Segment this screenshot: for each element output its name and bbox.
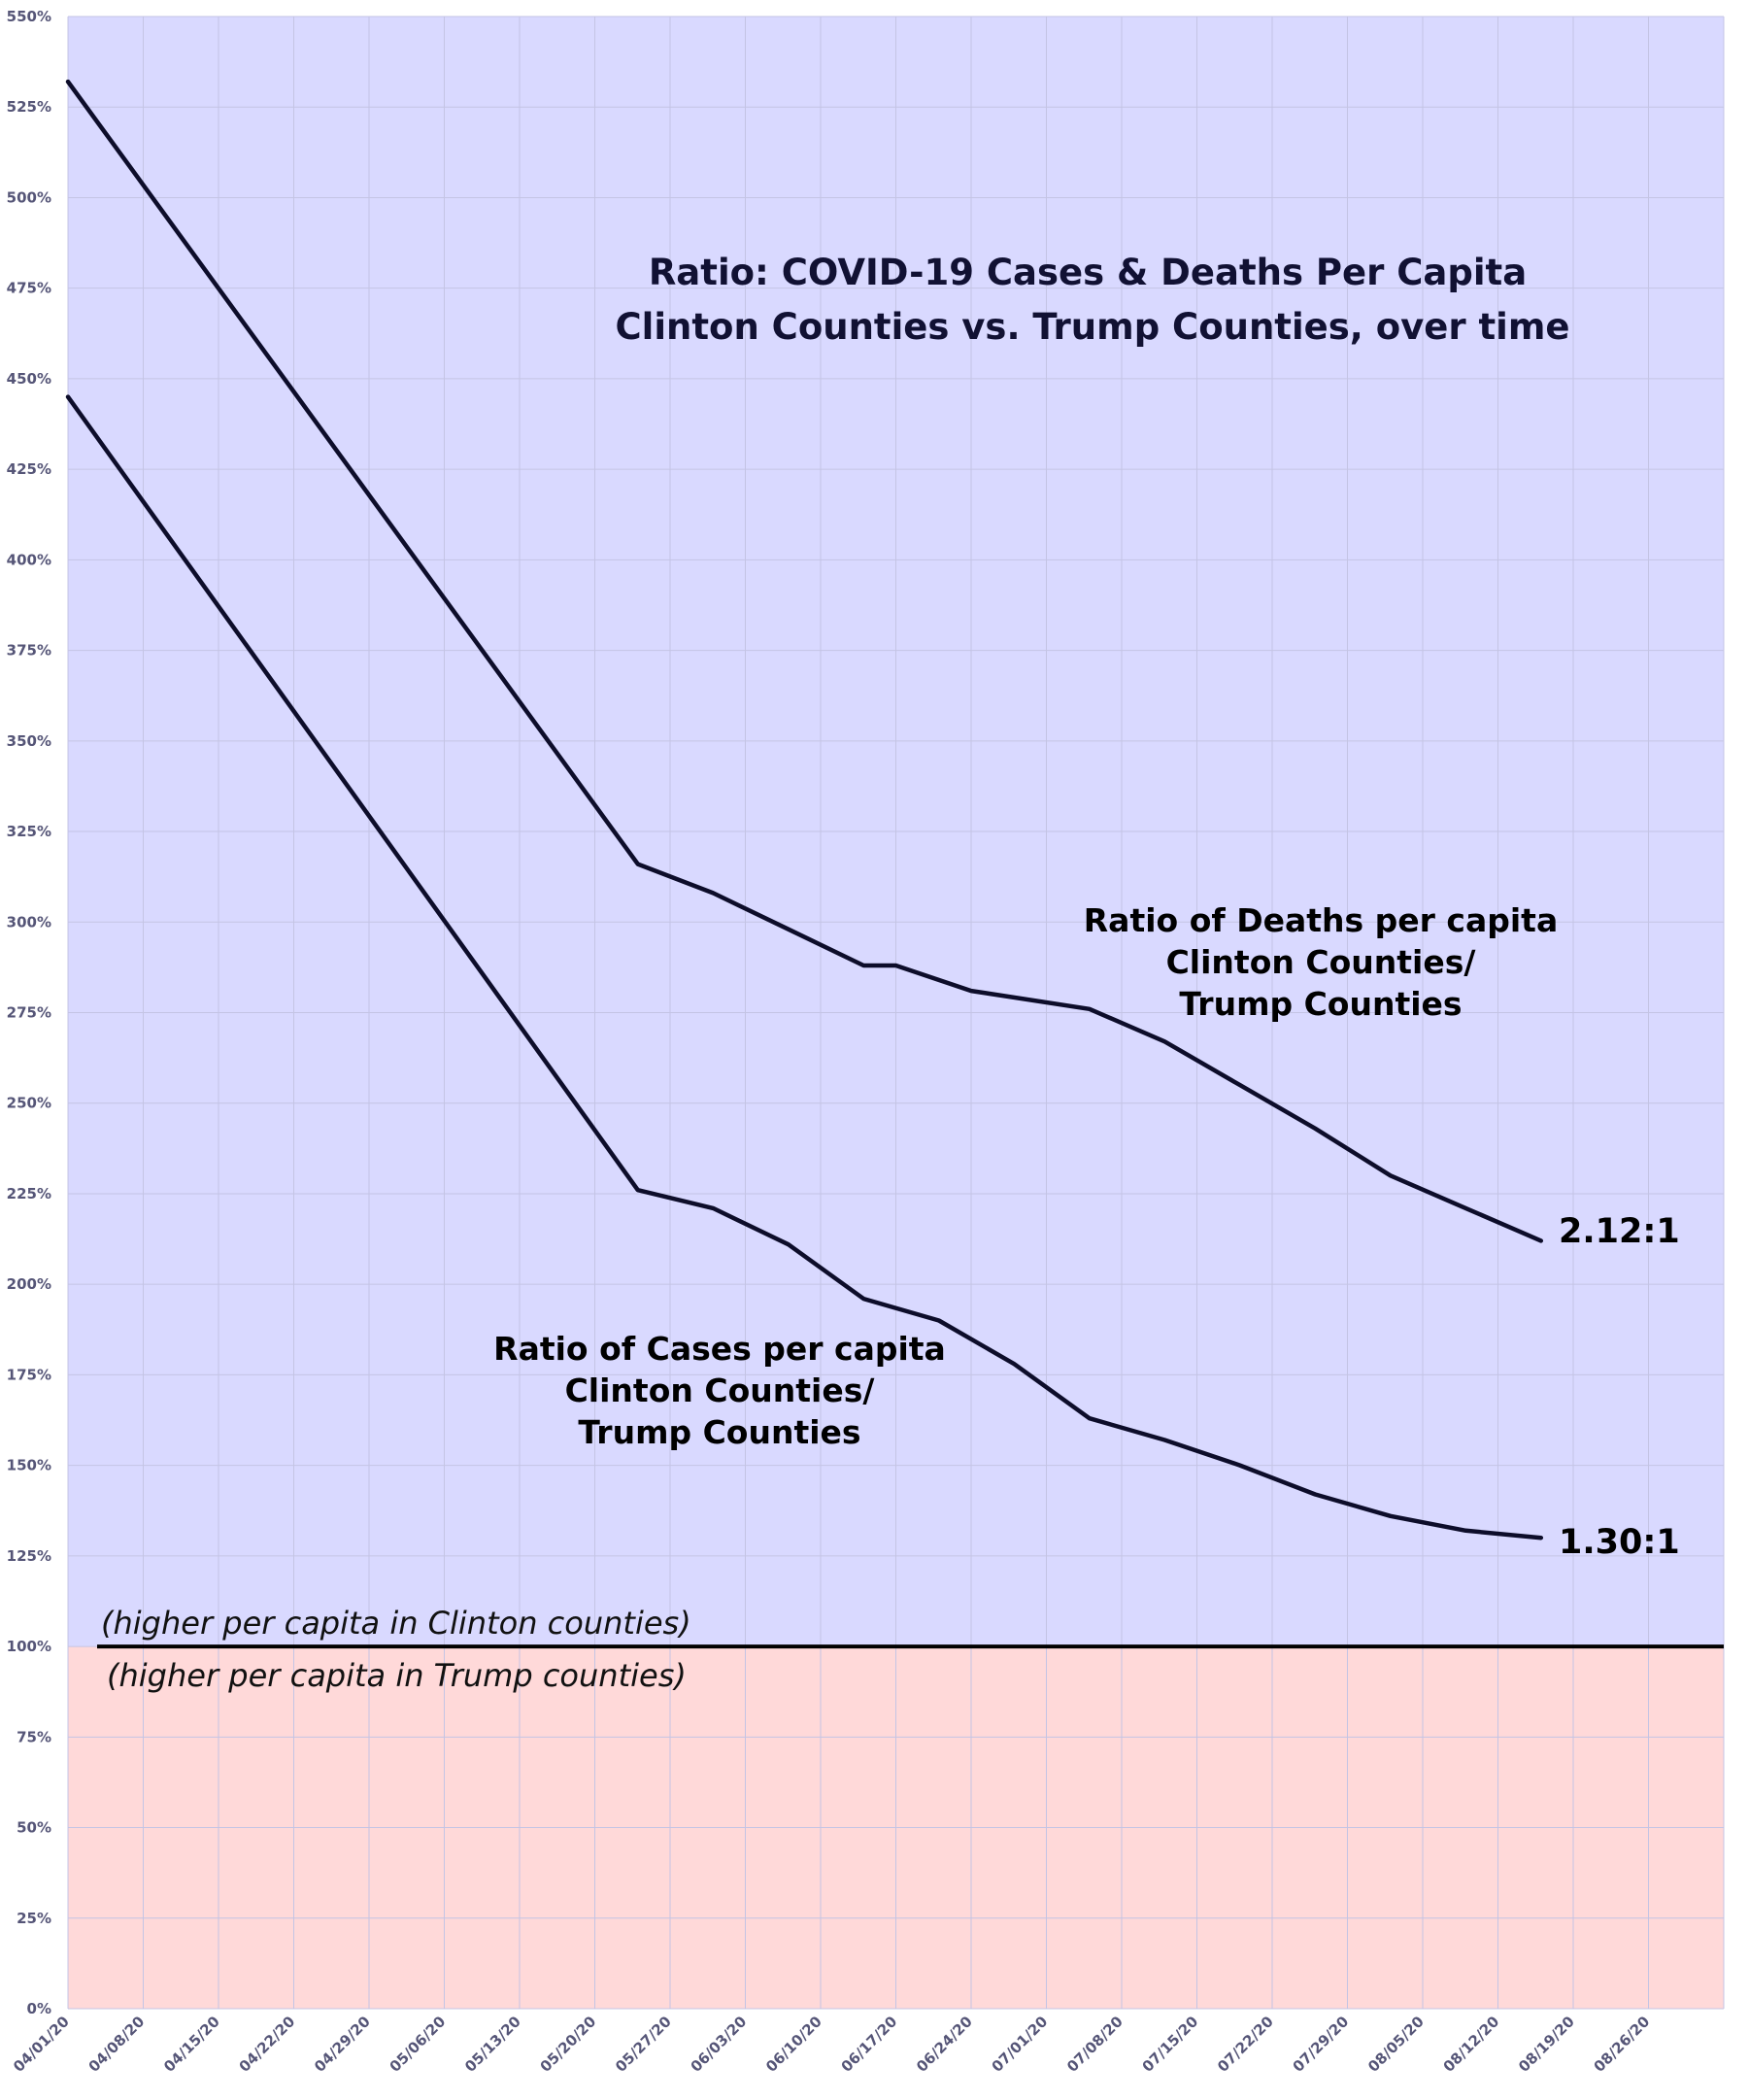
y-tick-label: 475%: [7, 280, 51, 297]
y-tick-label: 325%: [7, 823, 51, 840]
deaths-series-label-line-1: Ratio of Deaths per capita: [1084, 901, 1558, 939]
x-tick-label: 08/05/20: [1364, 2013, 1428, 2076]
deaths-end-label: 2.12:1: [1559, 1212, 1680, 1251]
y-tick-label: 225%: [7, 1185, 51, 1202]
x-tick-label: 05/20/20: [537, 2013, 600, 2076]
series-lines: [65, 79, 1544, 1541]
y-tick-label: 200%: [7, 1275, 51, 1293]
y-tick-label: 450%: [7, 370, 51, 388]
chart-title-line-1: Ratio: COVID-19 Cases & Deaths Per Capit…: [649, 252, 1527, 293]
x-tick-label: 06/17/20: [838, 2013, 901, 2076]
x-tick-label: 04/15/20: [160, 2013, 223, 2076]
y-tick-label: 125%: [7, 1547, 51, 1565]
x-tick-label: 07/15/20: [1139, 2013, 1202, 2076]
x-tick-label: 06/10/20: [762, 2013, 825, 2076]
x-tick-label: 07/22/20: [1214, 2013, 1277, 2076]
chart-title-line-2: Clinton Counties vs. Trump Counties, ove…: [615, 306, 1569, 348]
y-tick-label: 275%: [7, 1004, 51, 1022]
cases-series-label-line-3: Trump Counties: [578, 1413, 860, 1451]
x-axis-ticks: 04/01/20 04/08/20 04/15/20 04/22/20 04/29/20…: [10, 2013, 1653, 2076]
y-tick-label: 250%: [7, 1095, 51, 1112]
x-tick-label: 06/24/20: [913, 2013, 976, 2076]
x-tick-label: 08/12/20: [1440, 2013, 1503, 2076]
y-tick-label: 25%: [17, 1910, 51, 1927]
cases-series-label-line-2: Clinton Counties/: [565, 1372, 876, 1409]
x-tick-label: 08/19/20: [1515, 2013, 1578, 2076]
x-tick-label: 07/01/20: [989, 2013, 1052, 2076]
y-tick-label: 100%: [7, 1638, 51, 1655]
x-tick-label: 07/29/20: [1290, 2013, 1353, 2076]
y-tick-label: 0%: [27, 2000, 51, 2017]
y-tick-label: 375%: [7, 642, 51, 660]
y-tick-label: 425%: [7, 460, 51, 478]
grid: [67, 16, 1725, 2010]
y-tick-label: 50%: [17, 1819, 51, 1837]
y-tick-label: 175%: [7, 1366, 51, 1383]
x-tick-label: 04/08/20: [85, 2013, 149, 2076]
deaths-series-label-line-2: Clinton Counties/: [1166, 943, 1477, 981]
y-tick-label: 400%: [7, 551, 51, 568]
cases-end-label: 1.30:1: [1559, 1523, 1680, 1562]
cases-ratio-line: [65, 394, 1544, 1541]
x-tick-label: 08/26/20: [1591, 2013, 1654, 2076]
y-tick-label: 150%: [7, 1457, 51, 1474]
cases-series-label-line-1: Ratio of Cases per capita: [493, 1330, 946, 1368]
deaths-series-label-line-3: Trump Counties: [1179, 985, 1462, 1023]
y-axis-ticks: 0% 25% 50% 75% 100% 125% 150% 175% 200% 225% 250% 2…: [7, 8, 51, 2017]
trump-region-note: (higher per capita in Trump counties): [107, 1657, 687, 1694]
y-tick-label: 300%: [7, 913, 51, 931]
x-tick-label: 05/13/20: [461, 2013, 524, 2076]
x-tick-label: 05/06/20: [387, 2013, 450, 2076]
clinton-region-note: (higher per capita in Clinton counties): [101, 1605, 691, 1642]
x-tick-label: 04/29/20: [311, 2013, 374, 2076]
x-tick-label: 05/27/20: [612, 2013, 675, 2076]
y-tick-label: 75%: [17, 1728, 51, 1745]
x-tick-label: 04/01/20: [10, 2013, 73, 2076]
x-tick-label: 07/08/20: [1063, 2013, 1127, 2076]
y-tick-label: 525%: [7, 98, 51, 116]
y-tick-label: 500%: [7, 188, 51, 206]
x-tick-label: 04/22/20: [236, 2013, 299, 2076]
y-tick-label: 550%: [7, 8, 51, 25]
x-tick-label: 06/03/20: [688, 2013, 751, 2076]
deaths-ratio-line: [65, 79, 1544, 1243]
y-tick-label: 350%: [7, 732, 51, 750]
